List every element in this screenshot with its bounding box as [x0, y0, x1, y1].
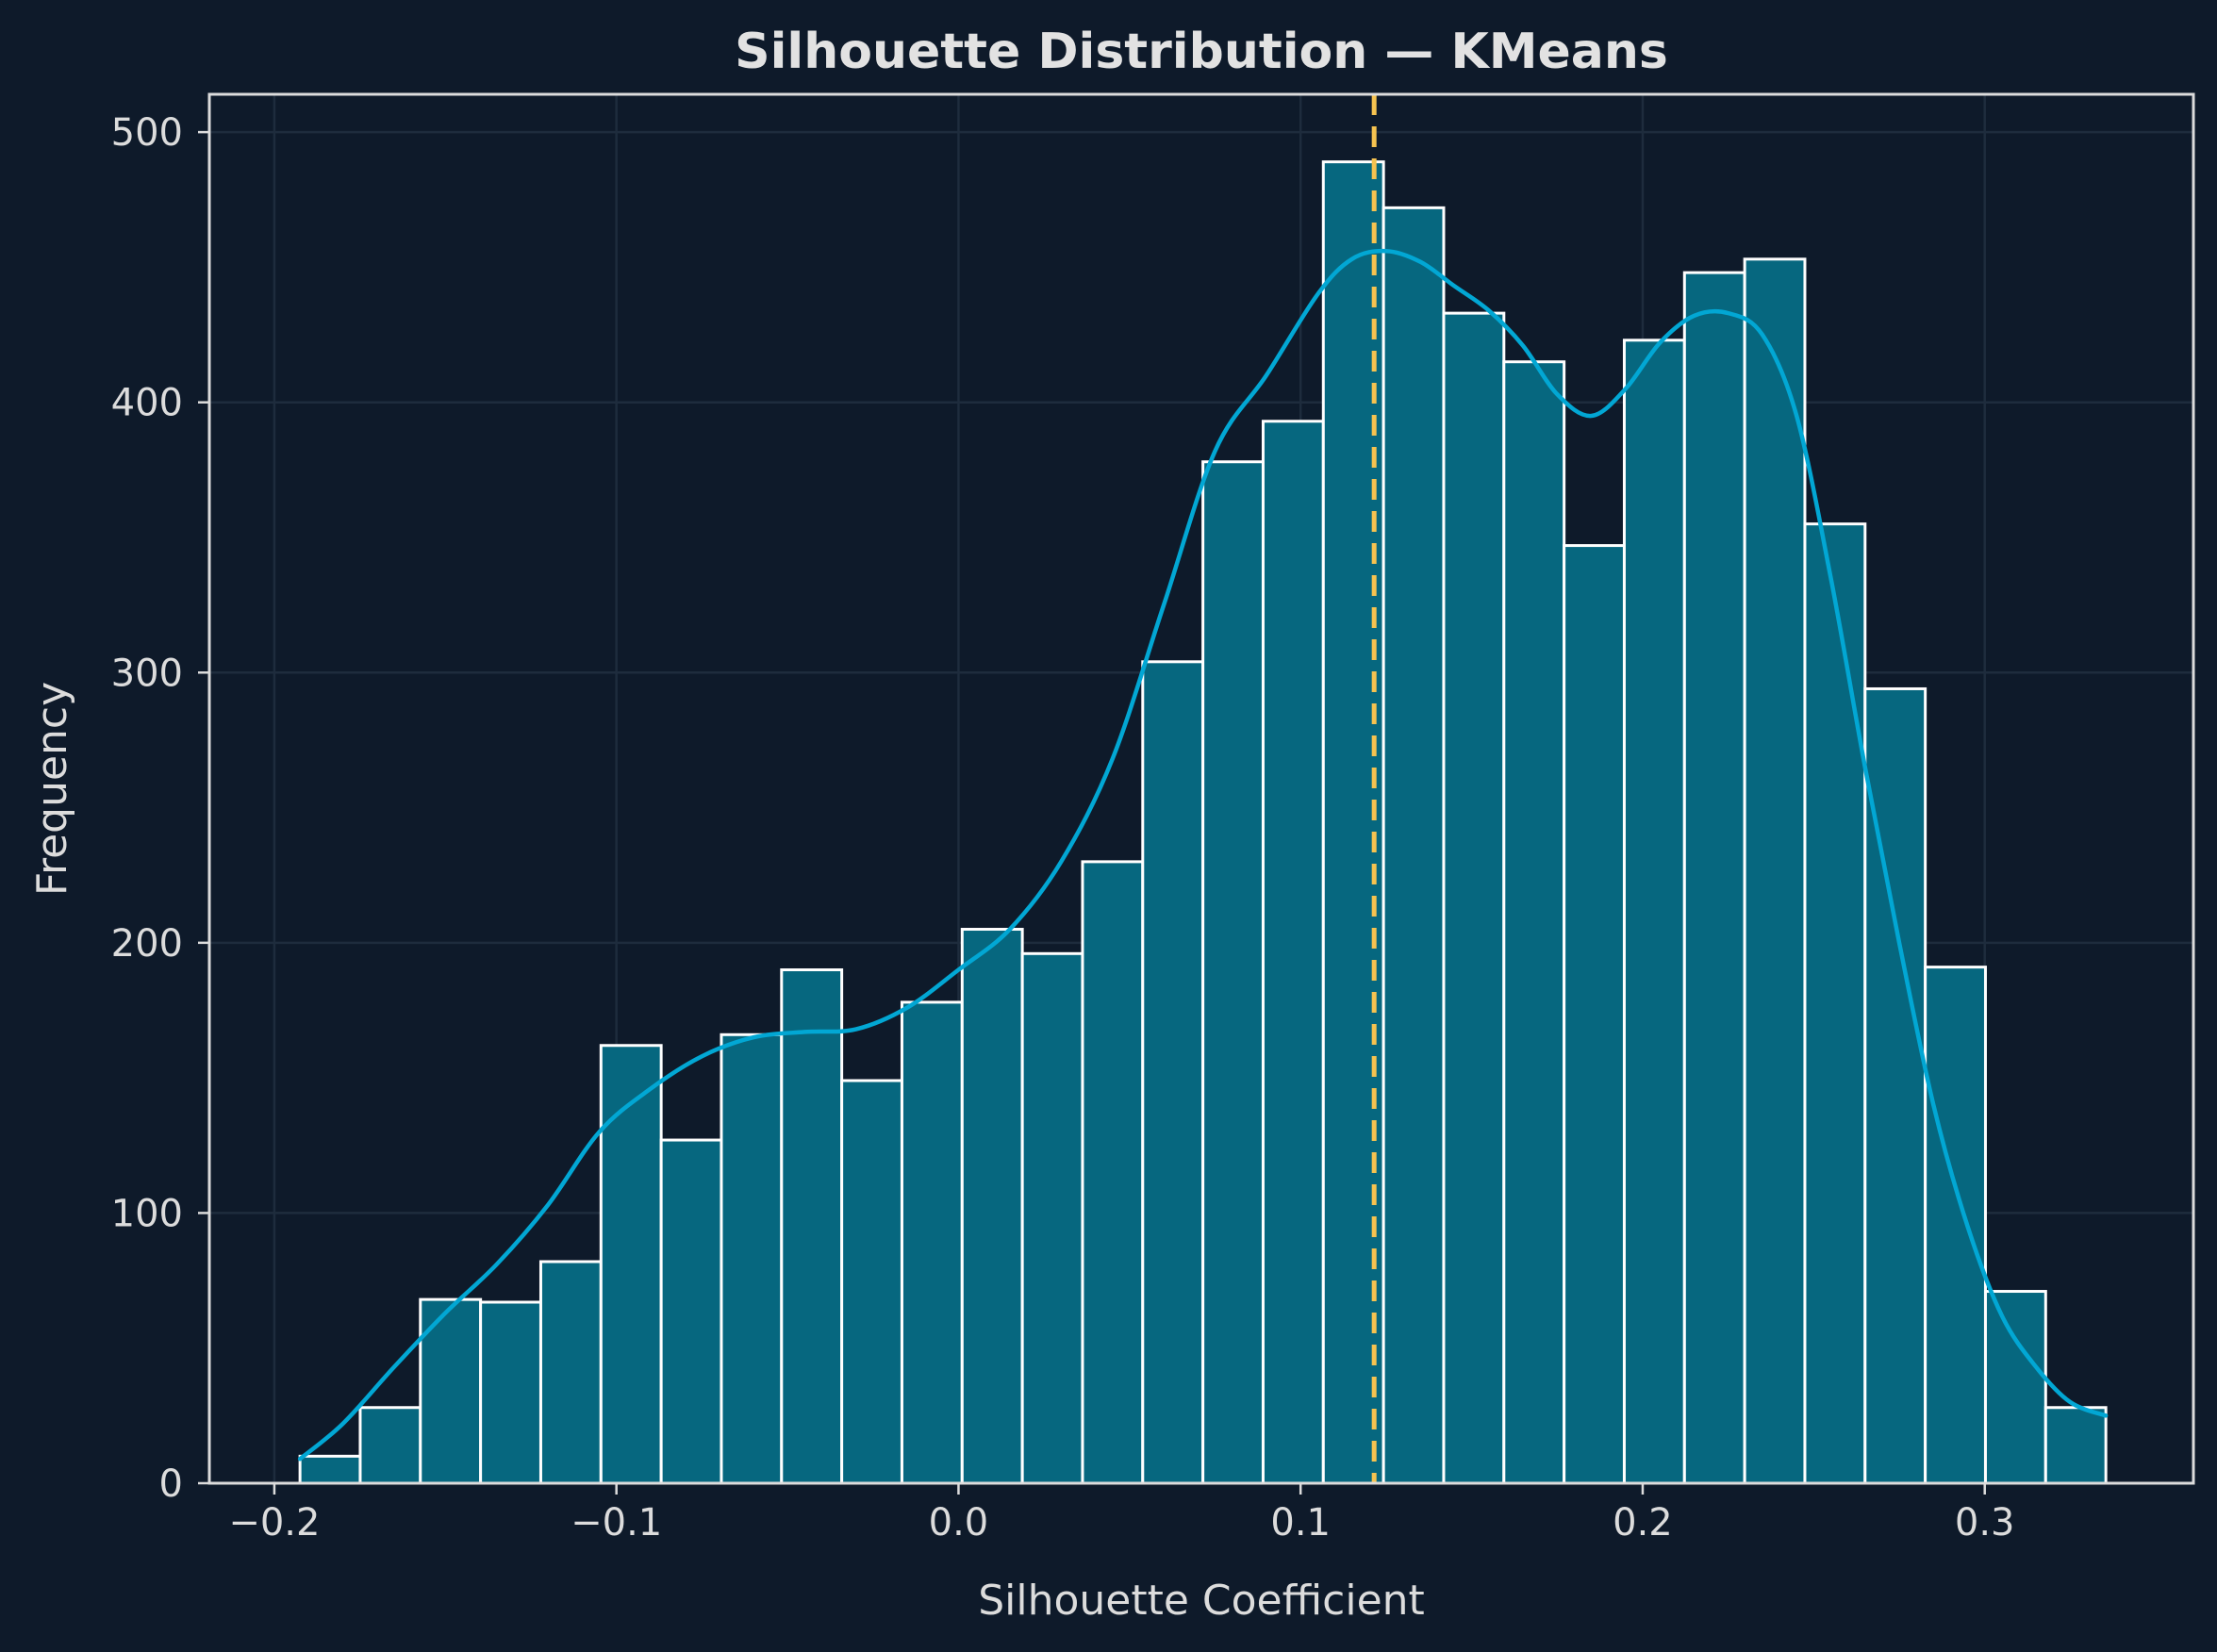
histogram-bar — [1201, 460, 1265, 1485]
histogram-bar — [358, 1406, 422, 1485]
y-tick-label: 0 — [159, 1462, 183, 1506]
plot-frame — [207, 92, 2195, 1485]
y-tick-label: 100 — [111, 1192, 183, 1235]
histogram-bar — [1924, 966, 1987, 1485]
y-axis-label: Frequency — [28, 682, 76, 896]
histogram-bar — [538, 1260, 603, 1485]
y-tick-label: 200 — [111, 922, 183, 966]
histogram-bar — [840, 1079, 903, 1485]
y-axis-ticks: 0 100 200 300 400 500 — [111, 111, 209, 1506]
x-tick-label: 0.2 — [1613, 1501, 1673, 1545]
histogram-bar — [1743, 257, 1807, 1485]
x-axis-ticks: −0.2 −0.1 0.0 0.1 0.2 0.3 — [228, 1483, 2015, 1545]
histogram-bars — [298, 160, 2108, 1485]
kde-layer — [297, 248, 2109, 1462]
x-tick-label: 0.0 — [929, 1501, 989, 1545]
y-tick-label: 300 — [111, 652, 183, 695]
histogram-bar — [479, 1300, 542, 1485]
kde-curve — [297, 248, 2109, 1462]
histogram-bar — [1381, 206, 1446, 1485]
histogram-bar — [2043, 1406, 2108, 1485]
x-axis-label: Silhouette Coefficient — [978, 1577, 1425, 1625]
histogram-bar — [1081, 860, 1145, 1485]
histogram-bar — [960, 928, 1024, 1485]
x-tick-label: 0.1 — [1270, 1501, 1331, 1545]
y-tick-label: 400 — [111, 382, 183, 425]
x-tick-label: −0.1 — [571, 1501, 662, 1545]
x-tick-label: −0.2 — [228, 1501, 320, 1545]
y-tick-label: 500 — [111, 111, 183, 155]
histogram-bar — [599, 1044, 663, 1485]
histogram-bar — [720, 1032, 784, 1485]
histogram-bar — [900, 1000, 964, 1485]
histogram-bar — [1020, 951, 1084, 1485]
histogram-bar — [1622, 339, 1686, 1485]
histogram-bar — [659, 1138, 723, 1485]
histogram-bar — [1502, 360, 1566, 1485]
histogram-bar — [1983, 1290, 2047, 1485]
histogram-bar — [1442, 311, 1506, 1485]
chart-title: Silhouette Distribution — KMeans — [735, 24, 1668, 80]
histogram-bar — [1803, 522, 1867, 1485]
histogram-bar — [1682, 271, 1746, 1485]
histogram-bar — [1261, 420, 1325, 1485]
histogram-bar — [780, 968, 844, 1485]
x-tick-label: 0.3 — [1955, 1501, 2015, 1545]
histogram-bar — [1563, 544, 1626, 1485]
histogram-bar — [298, 1454, 362, 1485]
histogram-bar — [1141, 660, 1205, 1485]
